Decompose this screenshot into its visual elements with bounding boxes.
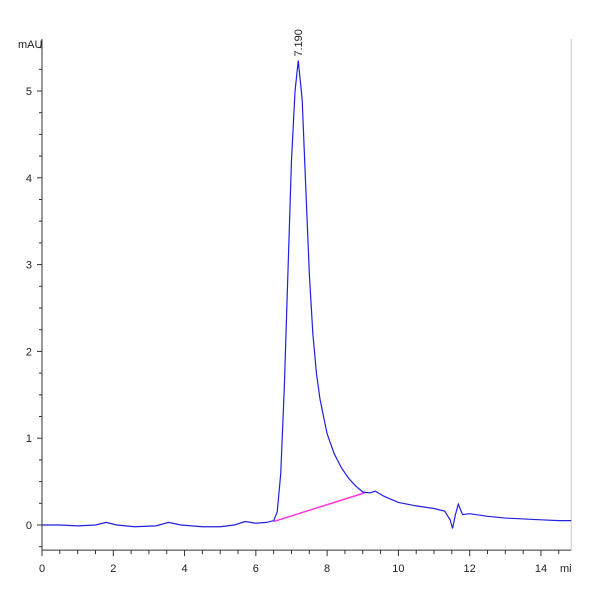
y-tick-label: 5 — [26, 86, 32, 98]
x-tick-label: 12 — [464, 563, 476, 575]
x-tick-label: 14 — [535, 563, 547, 575]
x-axis-label: mi — [560, 563, 572, 575]
x-tick-label: 2 — [110, 563, 116, 575]
y-tick-label: 2 — [26, 346, 32, 358]
y-axis-label: mAU — [18, 39, 43, 51]
y-tick-label: 0 — [26, 520, 32, 532]
y-ticks: 0 1 2 3 4 5 — [26, 47, 42, 548]
axes — [41, 38, 572, 551]
x-tick-label: 4 — [181, 563, 187, 575]
series-line — [42, 60, 572, 529]
x-tick-label: 0 — [39, 563, 45, 575]
y-tick-label: 1 — [26, 433, 32, 445]
peak-label: 7.190 — [293, 29, 305, 57]
x-ticks: 0 2 4 6 8 10 12 14 — [39, 550, 560, 575]
x-tick-label: 6 — [253, 563, 259, 575]
x-tick-label: 10 — [392, 563, 404, 575]
y-tick-label: 4 — [26, 173, 32, 185]
x-tick-label: 8 — [324, 563, 330, 575]
integration-baseline — [273, 492, 365, 523]
y-tick-label: 3 — [26, 260, 32, 272]
